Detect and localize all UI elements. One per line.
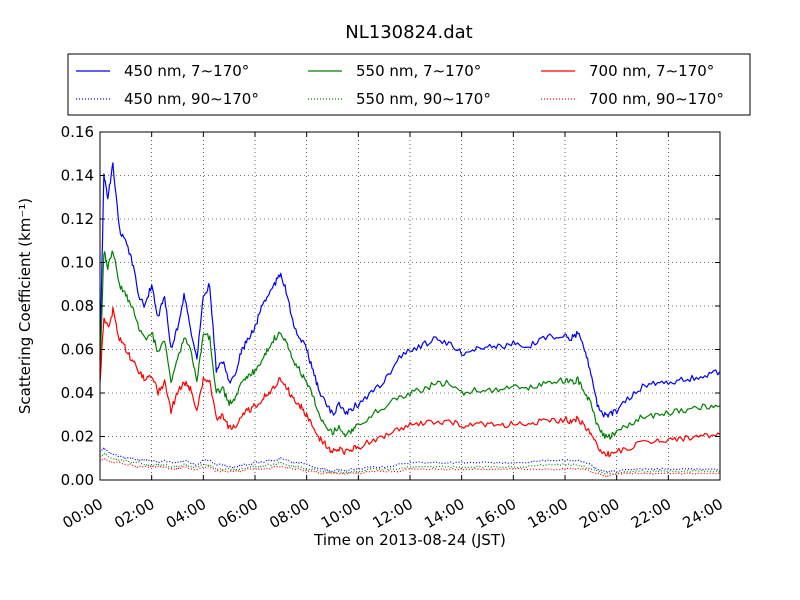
y-tick-label: 0.00 [61,471,94,489]
x-tick-label: 12:00 [370,495,416,532]
legend-label: 700 nm, 7∼170° [589,62,714,80]
series-line [99,446,721,473]
series-line [99,250,721,440]
series-line [99,162,721,418]
legend-label: 450 nm, 7∼170° [124,62,249,80]
x-tick-label: 10:00 [318,495,364,532]
y-tick-label: 0.12 [61,210,94,228]
x-tick-label: 02:00 [111,495,157,532]
x-tick-label: 04:00 [163,495,209,532]
x-axis-ticks: 00:00 02:00 04:00 06:00 08:00 10:00 12:00 14:00… [60,132,726,532]
legend-box [67,53,751,116]
chart-title: NL130824.dat [345,22,472,43]
x-tick-label: 14:00 [421,495,467,532]
legend-label: 700 nm, 90∼170° [589,90,724,108]
y-axis-ticks: 0.00 0.02 0.04 0.06 0.08 0.10 0.12 0.14 0.16 [61,123,720,489]
y-tick-label: 0.16 [61,123,94,141]
x-tick-label: 24:00 [680,495,726,532]
y-tick-label: 0.06 [61,341,94,359]
y-tick-label: 0.14 [61,167,94,185]
x-tick-label: 08:00 [266,495,312,532]
x-axis-label: Time on 2013-08-24 (JST) [313,531,506,549]
x-tick-label: 06:00 [215,495,261,532]
x-tick-label: 18:00 [525,495,571,532]
y-tick-label: 0.04 [61,384,94,402]
y-tick-label: 0.10 [61,254,94,272]
x-tick-label: 20:00 [576,495,622,532]
legend-label: 450 nm, 90∼170° [124,90,259,108]
y-tick-label: 0.08 [61,297,94,315]
legend-label: 550 nm, 7∼170° [356,62,481,80]
x-tick-label: 00:00 [60,495,106,532]
series-lines [99,162,721,477]
x-tick-label: 22:00 [628,495,674,532]
y-axis-label: Scattering Coefficient (km⁻¹) [16,198,34,414]
legend: 450 nm, 7∼170° 550 nm, 7∼170° 700 nm, 7∼17… [67,53,751,116]
legend-label: 550 nm, 90∼170° [356,90,491,108]
series-line [99,306,721,458]
x-tick-label: 16:00 [473,495,519,532]
series-line [99,458,721,477]
y-tick-label: 0.02 [61,428,94,446]
